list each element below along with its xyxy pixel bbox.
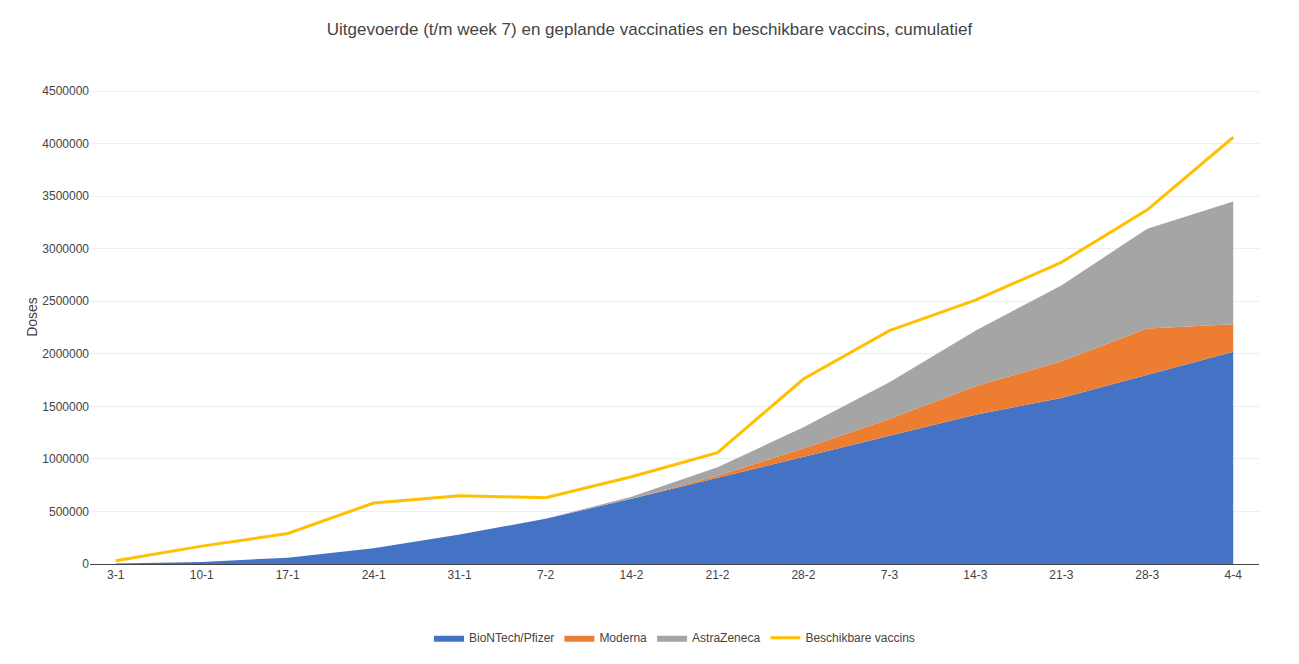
- svg-text:14-3: 14-3: [963, 568, 987, 582]
- svg-text:4000000: 4000000: [42, 137, 89, 151]
- svg-text:21-3: 21-3: [1049, 568, 1073, 582]
- svg-text:7-3: 7-3: [881, 568, 899, 582]
- svg-text:3500000: 3500000: [42, 189, 89, 203]
- svg-text:3-1: 3-1: [107, 568, 125, 582]
- svg-text:2000000: 2000000: [42, 347, 89, 361]
- svg-text:500000: 500000: [49, 505, 89, 519]
- svg-text:2500000: 2500000: [42, 294, 89, 308]
- svg-text:4500000: 4500000: [42, 84, 89, 98]
- svg-text:17-1: 17-1: [276, 568, 300, 582]
- svg-text:AstraZeneca: AstraZeneca: [692, 631, 760, 645]
- svg-text:Moderna: Moderna: [599, 631, 647, 645]
- svg-text:4-4: 4-4: [1225, 568, 1243, 582]
- svg-text:31-1: 31-1: [448, 568, 472, 582]
- svg-text:BioNTech/Pfizer: BioNTech/Pfizer: [469, 631, 554, 645]
- svg-text:1000000: 1000000: [42, 452, 89, 466]
- svg-text:Beschikbare vaccins: Beschikbare vaccins: [805, 631, 914, 645]
- svg-text:1500000: 1500000: [42, 400, 89, 414]
- svg-text:10-1: 10-1: [190, 568, 214, 582]
- svg-text:Uitgevoerde (t/m week 7) en ge: Uitgevoerde (t/m week 7) en geplande vac…: [327, 20, 973, 39]
- svg-text:28-3: 28-3: [1135, 568, 1159, 582]
- svg-text:24-1: 24-1: [362, 568, 386, 582]
- svg-text:28-2: 28-2: [791, 568, 815, 582]
- svg-text:0: 0: [82, 557, 89, 571]
- svg-text:14-2: 14-2: [620, 568, 644, 582]
- svg-text:3000000: 3000000: [42, 242, 89, 256]
- svg-text:Doses: Doses: [24, 297, 40, 337]
- svg-text:21-2: 21-2: [705, 568, 729, 582]
- svg-text:7-2: 7-2: [537, 568, 555, 582]
